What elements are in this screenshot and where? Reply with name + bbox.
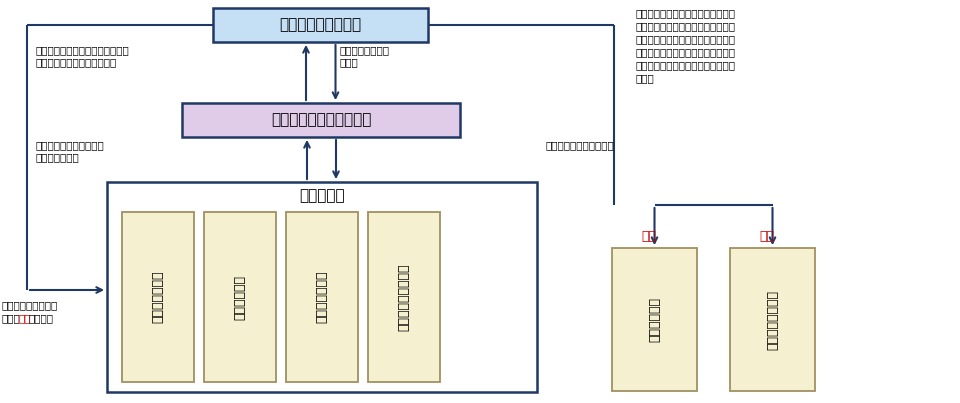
Bar [368, 212, 440, 382]
Text: 行う。: 行う。 [635, 73, 654, 83]
Text: 卸電気事業者: 卸電気事業者 [233, 274, 247, 320]
Text: 命令: 命令 [18, 313, 31, 323]
Bar [730, 248, 815, 391]
Text: 合は特定自家発設置者へ「勧告」を: 合は特定自家発設置者へ「勧告」を [635, 60, 735, 70]
Text: 卸供給事業者: 卸供給事業者 [648, 297, 661, 342]
Bar [204, 212, 276, 382]
Bar [612, 248, 697, 391]
Text: 電力広域的運営推進機関: 電力広域的運営推進機関 [271, 112, 372, 127]
Text: 電気事業者に命令を行ってもなお安: 電気事業者に命令を行ってもなお安 [635, 8, 735, 18]
Text: を講じない場合等に国に報告: を講じない場合等に国に報告 [35, 57, 116, 67]
Text: 必要に応じ命令等: 必要に応じ命令等 [340, 45, 390, 55]
Text: 特定規模電気事業者: 特定規模電気事業者 [397, 263, 411, 331]
Text: 発電量などの情報を提供: 発電量などの情報を提供 [545, 140, 613, 150]
Bar [122, 212, 194, 382]
Text: 電気事業者: 電気事業者 [300, 189, 345, 204]
Text: 特定自家発設置者: 特定自家発設置者 [766, 289, 779, 349]
Bar [182, 103, 460, 137]
Text: 増し等の「命令」を卸供給事業者に: 増し等の「命令」を卸供給事業者に [635, 34, 735, 44]
Text: 定供給確保が困難な場合には，焦き: 定供給確保が困難な場合には，焦き [635, 21, 735, 31]
Text: 指示を受けた事業者が必要な措置: 指示を受けた事業者が必要な措置 [35, 45, 129, 55]
Text: 電力融通を指示: 電力融通を指示 [35, 152, 79, 162]
Text: 一般電気事業者: 一般電気事業者 [152, 271, 164, 323]
Text: 焦き増しや需要の抑制，: 焦き増しや需要の抑制， [35, 140, 104, 150]
Text: を行う: を行う [340, 57, 358, 67]
Bar [107, 182, 537, 392]
Text: 命令: 命令 [641, 230, 656, 243]
Bar [213, 8, 428, 42]
Text: 勧告: 勧告 [759, 230, 774, 243]
Text: 特定電気事業者: 特定電気事業者 [316, 271, 328, 323]
Text: 国（経済産業大臣）: 国（経済産業大臣） [279, 17, 362, 33]
Text: 必要に応じ焦き増し: 必要に応じ焦き増し [2, 300, 59, 310]
Bar [286, 212, 358, 382]
Text: 等の「: 等の「 [2, 313, 21, 323]
Text: 行う（それでも発電量が不足する場: 行う（それでも発電量が不足する場 [635, 47, 735, 57]
Text: 」を行う: 」を行う [29, 313, 54, 323]
